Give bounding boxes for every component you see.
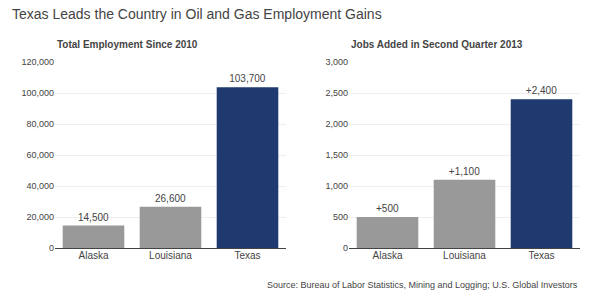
- svg-text:40,000: 40,000: [26, 181, 54, 191]
- svg-text:Source: Bureau of Labor Statis: Source: Bureau of Labor Statistics, Mini…: [267, 280, 578, 290]
- svg-text:Total Employment Since 2010: Total Employment Since 2010: [57, 39, 198, 50]
- svg-text:Texas: Texas: [528, 250, 554, 261]
- svg-text:2,000: 2,000: [325, 119, 348, 129]
- svg-text:+2,400: +2,400: [526, 85, 557, 96]
- svg-text:2,500: 2,500: [325, 88, 348, 98]
- svg-text:120,000: 120,000: [21, 57, 54, 67]
- svg-text:14,500: 14,500: [78, 212, 109, 223]
- svg-text:1,500: 1,500: [325, 150, 348, 160]
- svg-text:Alaska: Alaska: [372, 250, 402, 261]
- svg-text:Texas Leads the Country in Oil: Texas Leads the Country in Oil and Gas E…: [12, 6, 382, 22]
- svg-text:0: 0: [49, 243, 54, 253]
- svg-text:1,000: 1,000: [325, 181, 348, 191]
- svg-text:Texas: Texas: [234, 250, 260, 261]
- svg-text:Jobs Added in Second Quarter 2: Jobs Added in Second Quarter 2013: [351, 39, 523, 50]
- svg-text:500: 500: [333, 212, 348, 222]
- svg-text:103,700: 103,700: [229, 73, 266, 84]
- svg-text:80,000: 80,000: [26, 119, 54, 129]
- svg-text:Louisiana: Louisiana: [443, 250, 486, 261]
- svg-text:+500: +500: [376, 203, 399, 214]
- svg-text:100,000: 100,000: [21, 88, 54, 98]
- svg-text:Alaska: Alaska: [78, 250, 108, 261]
- svg-text:Louisiana: Louisiana: [149, 250, 192, 261]
- svg-text:20,000: 20,000: [26, 212, 54, 222]
- svg-text:60,000: 60,000: [26, 150, 54, 160]
- svg-text:3,000: 3,000: [325, 57, 348, 67]
- svg-text:26,600: 26,600: [155, 193, 186, 204]
- svg-text:0: 0: [343, 243, 348, 253]
- svg-text:+1,100: +1,100: [449, 166, 480, 177]
